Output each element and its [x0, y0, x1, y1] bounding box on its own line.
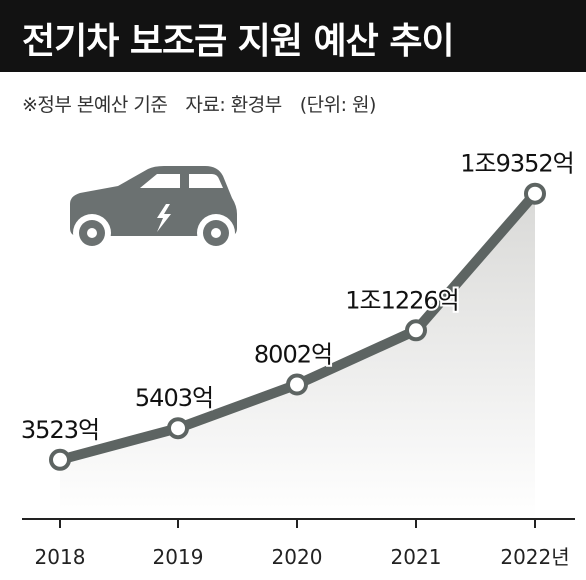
x-tick-label: 2018 — [35, 545, 86, 569]
plot-area: 2018 2019 2020 2021 2022년 3523억 5403억 8002억 1조12… — [19, 148, 577, 569]
data-label: 1조1226억 — [345, 286, 459, 314]
title-bar: 전기차 보조금 지원 예산 추이 — [0, 0, 586, 72]
data-point-marker — [49, 448, 71, 471]
unit-note: (단위: 원) — [299, 94, 377, 116]
data-point-marker — [405, 319, 427, 342]
basis-note: ※정부 본예산 기준 — [22, 94, 168, 116]
lightning-bolt-icon — [157, 204, 171, 232]
data-label: 5403억 — [135, 384, 213, 412]
data-point-marker — [286, 373, 308, 396]
chart-title: 전기차 보조금 지원 예산 추이 — [22, 21, 455, 62]
data-label: 1조9352억 — [460, 150, 574, 178]
x-tick-label: 2019 — [153, 545, 204, 569]
source-note: 자료: 환경부 — [185, 94, 282, 116]
x-tick-label: 2022년 — [500, 545, 569, 569]
x-tick-label: 2020 — [272, 545, 323, 569]
subtitle-row: ※정부 본예산 기준 자료: 환경부 (단위: 원) — [22, 90, 394, 117]
data-point-marker — [524, 182, 546, 205]
electric-car-icon — [70, 166, 237, 252]
data-point-marker — [167, 417, 189, 440]
x-tick-label: 2021 — [391, 545, 442, 569]
data-label: 3523억 — [21, 416, 99, 444]
data-label: 8002억 — [254, 341, 332, 369]
